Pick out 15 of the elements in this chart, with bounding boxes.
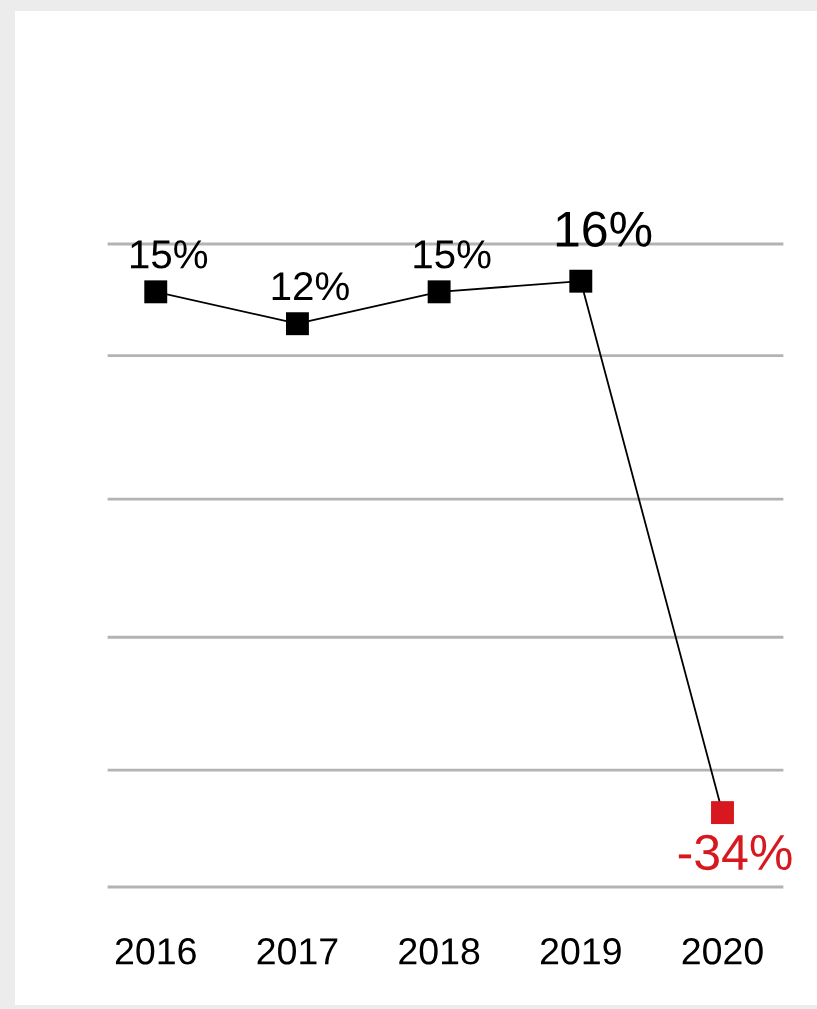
point — [711, 801, 734, 825]
x-tick-label: 2017 — [257, 937, 338, 965]
data-label: 15% — [131, 240, 208, 269]
x-tick-label: 2019 — [540, 937, 621, 965]
point — [144, 280, 168, 304]
point — [427, 280, 451, 304]
x-tick-label: 2016 — [115, 937, 196, 965]
data-label: -34% — [678, 834, 792, 871]
x-tick-label: 2020 — [682, 937, 763, 965]
x-tick-label: 2018 — [399, 937, 480, 965]
point — [569, 269, 593, 293]
data-label: 16% — [556, 211, 652, 247]
point — [285, 312, 309, 336]
data-label: 15% — [414, 240, 491, 269]
data-label: 12% — [272, 271, 349, 301]
